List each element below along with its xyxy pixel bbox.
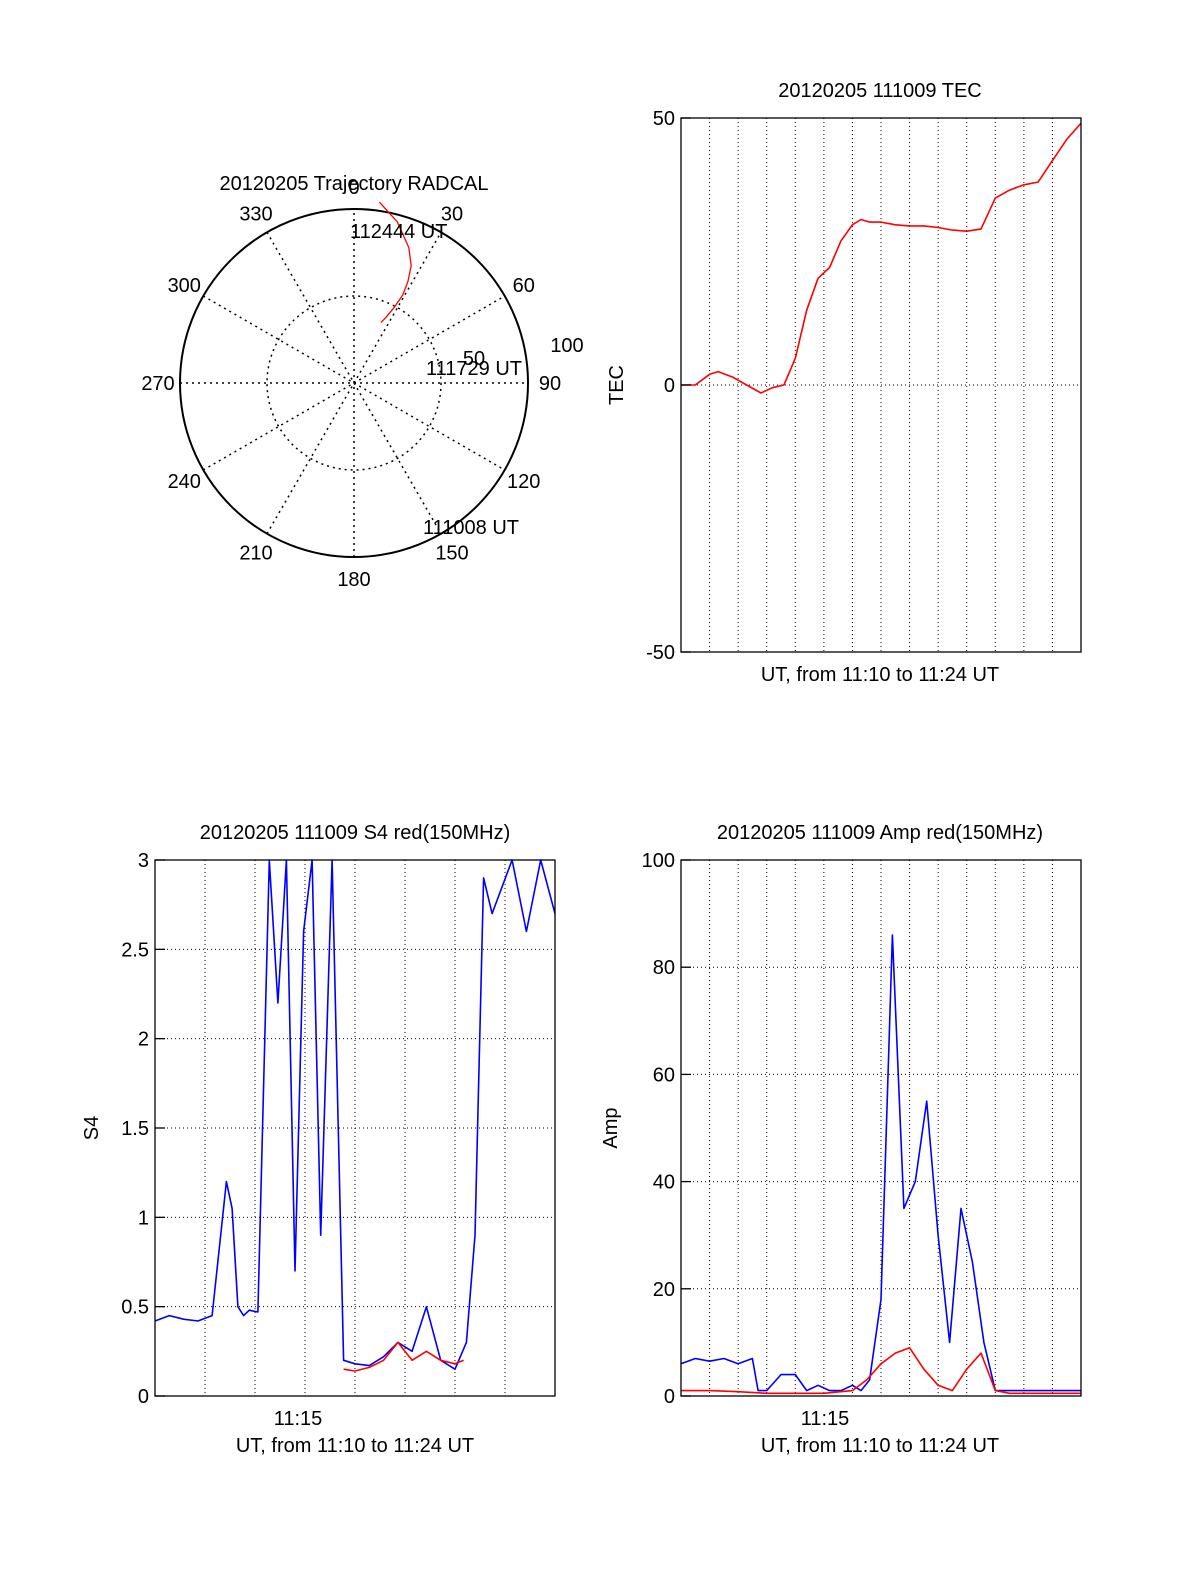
s4-ytick-label: 2.5	[121, 939, 149, 961]
amp-ticks: 0 20 40 60 80 100	[642, 850, 691, 1408]
amp-ylabel: Amp	[600, 1107, 622, 1148]
polar-radial-label-100: 100	[550, 335, 583, 357]
tec-series-line-red	[681, 122, 1082, 394]
amp-ytick-label: 100	[642, 850, 675, 872]
s4-series	[154, 859, 556, 1372]
amp-series	[680, 934, 1081, 1395]
s4-ytick-label: 0.5	[121, 1297, 149, 1319]
amp-ytick-label: 80	[653, 957, 675, 979]
annotation-end-time: 111008 UT	[423, 517, 519, 539]
amp-plot: 20120205 111009 Amp red(150MHz) Amp 11:1…	[600, 822, 1082, 1457]
s4-ytick-label: 1.5	[121, 1118, 149, 1140]
polar-grid-ring-50	[266, 295, 442, 471]
tec-title: 20120205 111009 TEC	[778, 80, 982, 102]
s4-xlabel: UT, from 11:10 to 11:24 UT	[236, 1435, 474, 1457]
amp-gridlines	[681, 860, 1081, 1396]
amp-series-line-red	[681, 1347, 1081, 1395]
tec-ytick-label: 50	[653, 108, 675, 130]
s4-xtick-label: 11:15	[274, 1408, 323, 1430]
s4-ytick-label: 3	[138, 850, 149, 872]
polar-azimuth-label-90: 90	[539, 373, 561, 395]
polar-trajectory-plot: 20120205 Trajectory RADCAL 0 30 60 90 120 150…	[141, 173, 583, 591]
s4-ytick-label: 0	[138, 1386, 149, 1408]
tec-gridlines	[681, 118, 1081, 652]
polar-azimuth-label-210: 210	[239, 543, 272, 565]
amp-ytick-label: 0	[664, 1386, 675, 1408]
amp-title: 20120205 111009 Amp red(150MHz)	[717, 822, 1043, 844]
polar-azimuth-labels: 0 30 60 90 120 150 180 210 240 270 300 330	[141, 177, 561, 591]
s4-ylabel: S4	[81, 1116, 103, 1140]
amp-frame	[680, 859, 1082, 1397]
annotation-start-time: 112444 UT	[350, 221, 447, 243]
polar-grid-spoke-150	[266, 231, 442, 535]
amp-ytick-label: 60	[653, 1064, 675, 1086]
tec-xlabel: UT, from 11:10 to 11:24 UT	[761, 664, 999, 686]
tec-ticks: 50 0 -50	[646, 108, 691, 664]
s4-ytick-label: 1	[138, 1207, 149, 1229]
s4-title: 20120205 111009 S4 red(150MHz)	[200, 822, 511, 844]
s4-plot: 20120205 111009 S4 red(150MHz) S4 11:15 …	[81, 822, 556, 1457]
polar-azimuth-label-150: 150	[435, 543, 468, 565]
s4-ytick-label: 2	[138, 1029, 149, 1051]
polar-azimuth-label-180: 180	[337, 569, 370, 591]
polar-azimuth-label-270: 270	[141, 373, 174, 395]
amp-xlabel: UT, from 11:10 to 11:24 UT	[761, 1435, 999, 1457]
s4-gridlines	[155, 860, 555, 1396]
annotation-mid-time: 111729 UT	[426, 358, 522, 380]
amp-series-line-blue	[680, 934, 1081, 1392]
polar-radial-label-50: 50	[463, 348, 485, 370]
s4-ticks: 0 0.5 1 1.5 2 2.5 3	[121, 850, 165, 1408]
amp-ytick-label: 20	[653, 1279, 675, 1301]
polar-azimuth-label-120: 120	[507, 471, 540, 493]
tec-ylabel: TEC	[606, 365, 628, 405]
tec-plot: 20120205 111009 TEC TEC UT, from 11:10 t…	[606, 80, 1082, 686]
amp-xtick-label: 11:15	[801, 1408, 850, 1430]
polar-azimuth-label-240: 240	[168, 471, 201, 493]
polar-azimuth-label-30: 30	[441, 203, 463, 225]
polar-azimuth-label-300: 300	[168, 275, 201, 297]
polar-outer-circle	[179, 208, 529, 558]
s4-series-line-blue	[154, 859, 556, 1370]
polar-azimuth-label-330: 330	[239, 203, 272, 225]
s4-series-line-red	[343, 1341, 464, 1372]
polar-azimuth-label-0: 0	[348, 177, 359, 199]
trajectory-line	[378, 201, 412, 324]
polar-title: 20120205 Trajectory RADCAL	[219, 173, 488, 195]
amp-ytick-label: 40	[653, 1172, 675, 1194]
polar-azimuth-label-60: 60	[513, 275, 535, 297]
polar-grid	[180, 209, 528, 557]
tec-ytick-label: -50	[646, 642, 675, 664]
tec-series	[681, 122, 1082, 394]
tec-ytick-label: 0	[664, 375, 675, 397]
